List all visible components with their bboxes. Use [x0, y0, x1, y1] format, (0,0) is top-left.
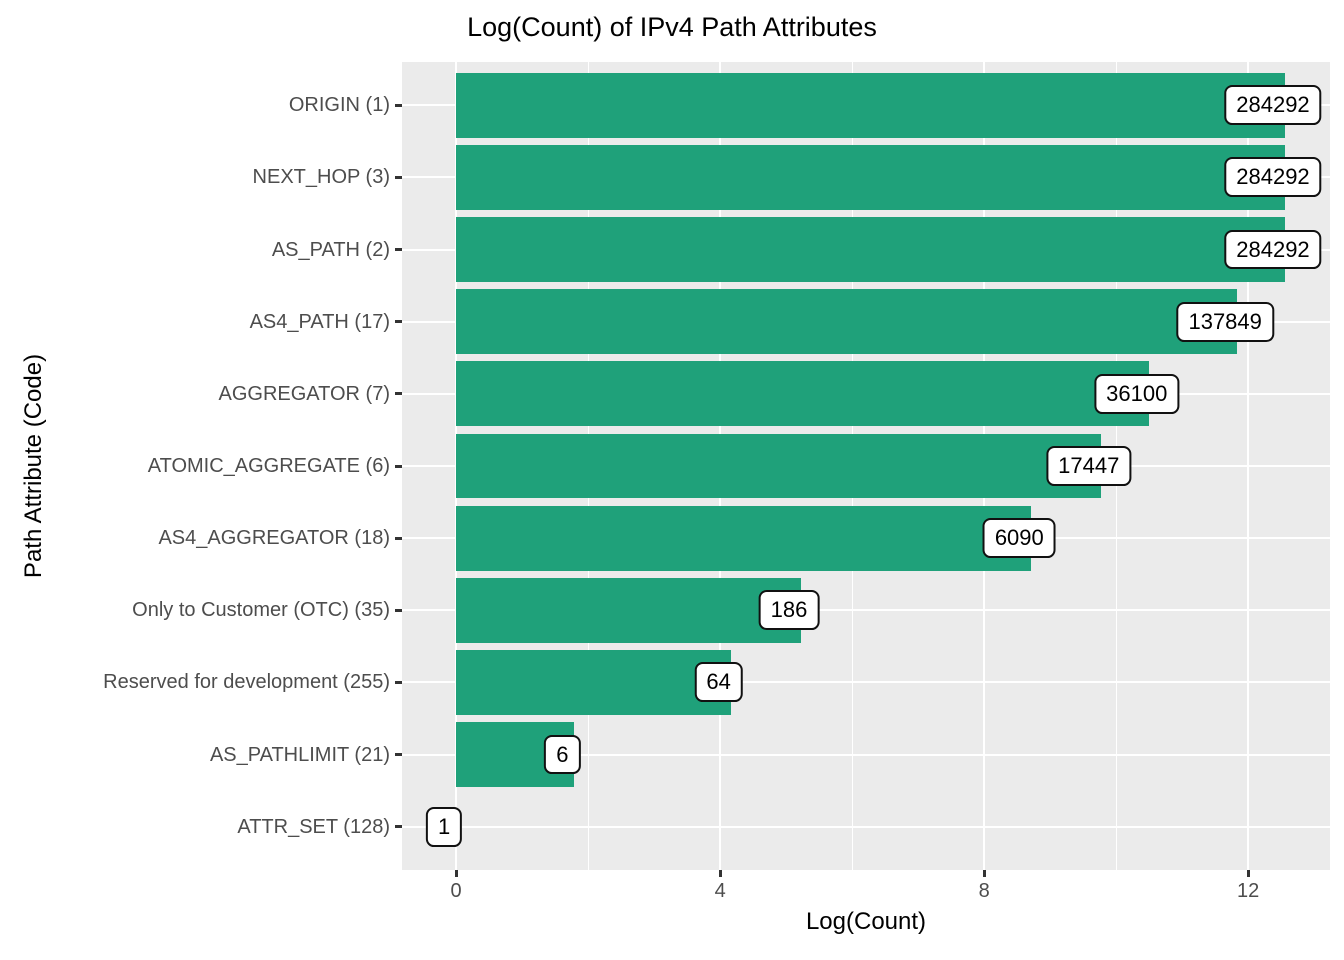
- y-tick-mark: [395, 175, 402, 179]
- y-tick-mark: [395, 608, 402, 612]
- x-tick-mark: [982, 870, 986, 877]
- bar-value-label: 284292: [1224, 157, 1322, 198]
- y-tick-label: Reserved for development (255): [103, 671, 390, 694]
- y-tick-mark: [395, 103, 402, 107]
- horizontal-gridline: [402, 681, 1330, 684]
- y-tick-label: AS_PATH (2): [271, 238, 390, 261]
- bar: [456, 361, 1149, 427]
- bar-value-label: 137849: [1176, 301, 1274, 342]
- bar-value-label: 284292: [1224, 229, 1322, 270]
- horizontal-gridline: [402, 825, 1330, 828]
- bar: [456, 577, 802, 643]
- y-tick-label: AS4_PATH (17): [249, 310, 390, 333]
- y-tick-mark: [395, 680, 402, 684]
- y-tick-mark: [395, 536, 402, 540]
- y-tick-label: ATTR_SET (128): [237, 815, 390, 838]
- bar-value-label: 64: [694, 662, 743, 703]
- x-tick-mark: [1246, 870, 1250, 877]
- chart-title: Log(Count) of IPv4 Path Attributes: [467, 12, 877, 42]
- bar-value-label: 6: [544, 734, 581, 775]
- y-tick-label: AS4_AGGREGATOR (18): [158, 527, 390, 550]
- bar: [456, 649, 731, 715]
- bar-value-label: 284292: [1224, 85, 1322, 126]
- y-tick-label: ORIGIN (1): [288, 94, 390, 117]
- bar-value-label: 36100: [1094, 373, 1180, 414]
- y-tick-label: ATOMIC_AGGREGATE (6): [147, 455, 390, 477]
- plot-panel: 284292 284292 284292 137849 36100 17447 6090 18…: [402, 62, 1330, 870]
- y-tick-mark: [395, 248, 402, 252]
- bar: [456, 144, 1285, 210]
- y-tick-mark: [395, 825, 402, 829]
- x-tick-mark: [718, 870, 722, 877]
- y-tick-label: Only to Customer (OTC) (35): [132, 599, 390, 622]
- y-tick-label: AGGREGATOR (7): [218, 382, 390, 405]
- bar-value-label: 1: [425, 806, 463, 847]
- x-axis-title: Log(Count): [805, 908, 927, 935]
- horizontal-gridline: [402, 753, 1330, 756]
- bar-value-label: 17447: [1046, 446, 1132, 486]
- y-tick-mark: [395, 464, 402, 468]
- x-tick-mark: [454, 870, 458, 877]
- y-tick-mark: [395, 320, 402, 324]
- bar-value-label: 186: [758, 590, 820, 631]
- x-tick-label: 4: [714, 880, 726, 902]
- bar: [456, 505, 1032, 571]
- vertical-major-gridline: [1247, 62, 1250, 870]
- bar: [456, 217, 1285, 283]
- y-tick-mark: [395, 392, 402, 396]
- bar: [456, 433, 1101, 499]
- x-tick-label: 8: [978, 880, 990, 902]
- y-tick-label: AS_PATHLIMIT (21): [209, 743, 390, 766]
- bar: [456, 289, 1238, 355]
- bar: [456, 72, 1285, 138]
- horizontal-gridline: [402, 609, 1330, 612]
- bar-value-label: 6090: [982, 518, 1056, 559]
- y-tick-label: NEXT_HOP (3): [252, 166, 390, 189]
- x-tick-label: 0: [450, 880, 462, 902]
- y-tick-mark: [395, 753, 402, 757]
- x-tick-label: 12: [1237, 880, 1260, 902]
